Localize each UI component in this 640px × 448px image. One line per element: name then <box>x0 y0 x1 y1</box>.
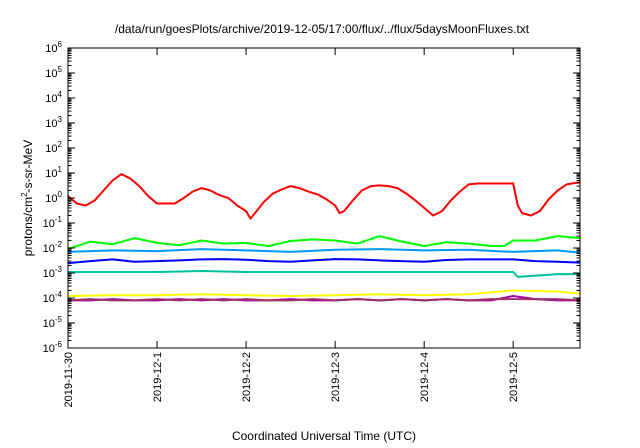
y-tick-label: 104 <box>45 90 62 105</box>
y-axis: 10-6 10-5 10-4 10-3 10-2 10-1 100 101 102 103 104 1… <box>43 40 580 355</box>
y-tick-label: 10-1 <box>43 215 63 230</box>
x-tick-label: 2019-12-3 <box>330 352 342 402</box>
y-axis-title: protons/cm2-s-sr-MeV <box>20 140 35 256</box>
y-tick-label: 10-3 <box>43 265 63 280</box>
x-axis: 2019-11-30 2019-12-1 2019-12-2 2019-12-3 201… <box>63 48 520 407</box>
y-tick-label: 10-5 <box>43 315 63 330</box>
series-line-7 <box>67 298 581 302</box>
y-tick-label: 10-4 <box>43 290 63 305</box>
series-line-3 <box>67 258 581 265</box>
series-line-2 <box>67 248 581 254</box>
y-tick-label: 100 <box>45 190 62 205</box>
x-tick-label: 2019-12-2 <box>241 352 253 402</box>
series-layer <box>67 173 581 302</box>
y-tick-label: 101 <box>45 165 62 180</box>
x-tick-label: 2019-12-1 <box>152 352 164 402</box>
y-tick-label: 105 <box>45 65 62 80</box>
x-tick-label: 2019-12-4 <box>419 352 431 402</box>
x-tick-label: 2019-11-30 <box>63 352 75 407</box>
series-line-4 <box>68 270 580 278</box>
y-tick-label: 10-6 <box>43 340 63 355</box>
series-line-0 <box>67 173 581 220</box>
series-line-1 <box>67 235 581 251</box>
y-tick-label: 10-2 <box>43 240 63 255</box>
y-tick-label: 102 <box>45 140 62 155</box>
series-line-5 <box>67 289 581 297</box>
y-tick-label: 106 <box>45 40 62 55</box>
x-tick-label: 2019-12-5 <box>508 352 520 402</box>
x-axis-title: Coordinated Universal Time (UTC) <box>232 429 416 443</box>
chart-title: /data/run/goesPlots/archive/2019-12-05/1… <box>115 22 530 36</box>
y-tick-label: 103 <box>45 115 62 130</box>
